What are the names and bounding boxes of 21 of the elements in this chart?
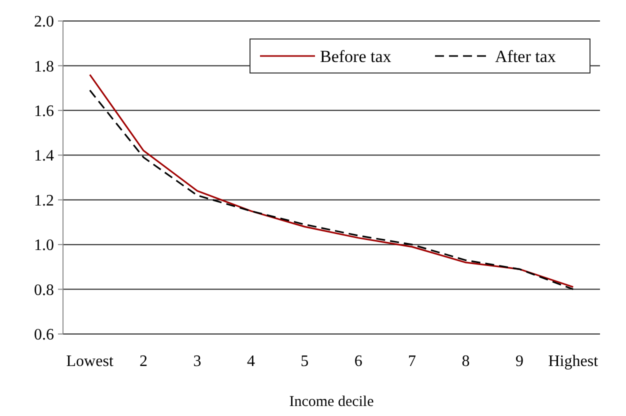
x-tick-label: 6 <box>354 353 362 370</box>
x-axis-title: Income decile <box>289 394 374 410</box>
y-tick-label: 1.8 <box>34 58 54 76</box>
x-tick-label: 2 <box>140 353 148 370</box>
x-tick-label: 7 <box>408 353 416 370</box>
legend-label: After tax <box>495 46 556 66</box>
y-tick-label: 1.2 <box>34 192 54 210</box>
y-tick-label: 0.6 <box>34 326 54 344</box>
y-tick-label: 1.4 <box>34 148 54 165</box>
y-tick-label: 0.8 <box>34 282 54 299</box>
x-tick-label: 4 <box>246 353 255 370</box>
x-tick-label: 3 <box>193 353 202 370</box>
legend-label: Before tax <box>320 46 392 66</box>
x-tick-label: 8 <box>462 353 470 370</box>
x-tick-label: 5 <box>300 353 309 370</box>
x-tick-label: Lowest <box>66 353 114 370</box>
x-tick-label: Highest <box>548 353 599 370</box>
y-tick-label: 1.0 <box>34 237 54 254</box>
y-tick-label: 2.0 <box>34 14 54 31</box>
y-tick-label: 1.6 <box>34 103 54 120</box>
x-tick-label: 9 <box>515 353 524 370</box>
